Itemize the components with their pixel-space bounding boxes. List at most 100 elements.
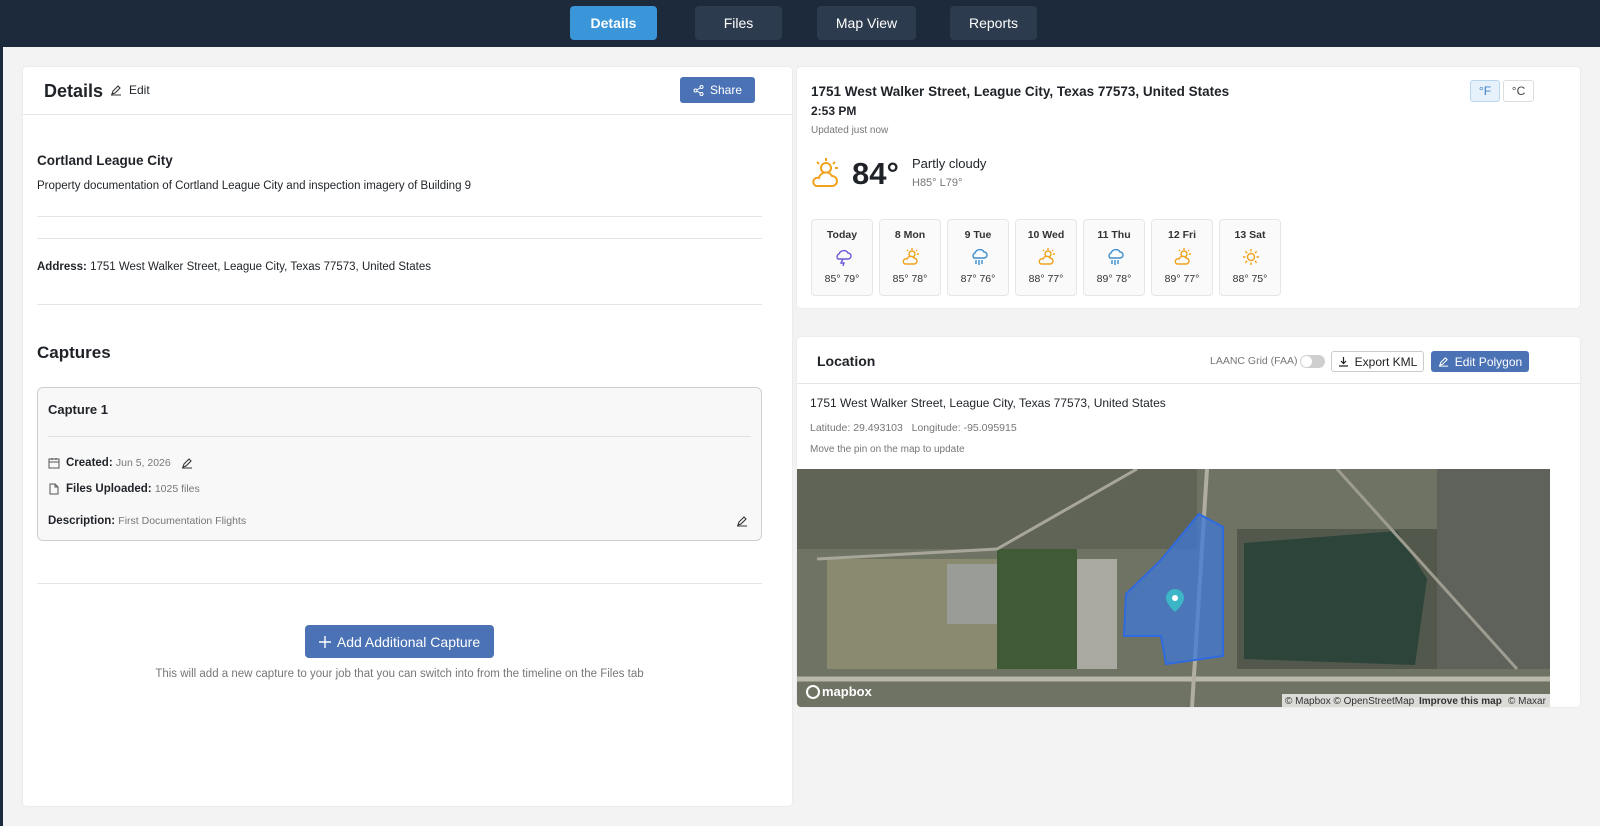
files-count: 1025 files <box>154 483 200 495</box>
share-label: Share <box>709 83 743 97</box>
address-label: Address: <box>37 261 87 273</box>
share-button[interactable]: Share <box>680 77 755 103</box>
divider <box>797 383 1580 384</box>
forecast-temps: 88° 75° <box>1232 273 1268 285</box>
coordinates: Latitude: 29.493103 Longitude: -95.09591… <box>810 422 1017 434</box>
description-label: Description: <box>48 515 116 527</box>
satellite-map[interactable]: mapbox © Mapbox © OpenStreetMap Improve … <box>797 469 1550 707</box>
export-kml-label: Export KML <box>1354 354 1418 369</box>
left-edge <box>0 0 3 826</box>
created-label: Created: <box>66 457 113 469</box>
current-temperature: 84° <box>852 156 899 191</box>
location-panel: Location LAANC Grid (FAA) Export KML Edi… <box>797 337 1580 707</box>
edit-icon <box>1438 357 1448 367</box>
files-label: Files Uploaded: <box>66 483 152 495</box>
edit-link[interactable]: Edit <box>129 83 150 97</box>
edit-date-icon[interactable] <box>181 457 193 469</box>
divider <box>48 436 751 437</box>
maxar-attribution: © Maxar <box>1508 696 1547 707</box>
partly-cloudy-icon <box>1174 248 1191 265</box>
forecast-day: 9 Tue 87° 76° <box>947 219 1009 296</box>
divider <box>37 583 762 584</box>
forecast-day: 11 Thu 89° 78° <box>1083 219 1145 296</box>
toggle-knob <box>1301 356 1312 367</box>
forecast-day: 13 Sat 88° 75° <box>1219 219 1281 296</box>
share-icon <box>693 84 704 96</box>
description-row: Description: First Documentation Flights <box>48 515 246 527</box>
capture-title: Capture 1 <box>48 402 108 417</box>
captures-title: Captures <box>37 343 111 362</box>
sun-icon <box>1243 249 1259 265</box>
forecast-day-label: 10 Wed <box>1027 229 1065 241</box>
unit-c[interactable]: °C <box>1503 80 1534 102</box>
export-kml-button[interactable]: Export KML <box>1331 351 1424 372</box>
address-row: Address: 1751 West Walker Street, League… <box>37 261 431 273</box>
location-title: Location <box>817 353 876 369</box>
download-icon <box>1338 357 1348 367</box>
divider <box>37 238 762 239</box>
forecast-day: Today 85° 79° <box>811 219 873 296</box>
weather-icon <box>812 158 838 187</box>
partly-cloudy-icon <box>902 248 919 265</box>
storm-icon <box>836 249 852 266</box>
files-row: Files Uploaded: 1025 files <box>66 483 200 495</box>
edit-polygon-label: Edit Polygon <box>1454 354 1523 369</box>
laanc-label: LAANC Grid (FAA) <box>1210 355 1298 367</box>
forecast-temps: 87° 76° <box>960 273 996 285</box>
add-capture-label: Add Additional Capture <box>336 633 481 650</box>
details-title: Details <box>44 81 104 101</box>
tab-details[interactable]: Details <box>570 6 657 40</box>
edit-polygon-button[interactable]: Edit Polygon <box>1431 351 1529 372</box>
plus-icon <box>318 635 331 648</box>
project-name: Cortland League City <box>37 153 173 168</box>
tab-reports[interactable]: Reports <box>950 6 1037 40</box>
top-nav: Details Files Map View Reports <box>0 0 1600 47</box>
rain-icon <box>1108 248 1124 265</box>
capture-description: First Documentation Flights <box>118 515 247 527</box>
partly-cloudy-icon <box>1038 248 1055 265</box>
edit-description-icon[interactable] <box>736 515 748 527</box>
weather-address: 1751 West Walker Street, League City, Te… <box>811 84 1230 99</box>
forecast-temps: 85° 79° <box>824 273 860 285</box>
weather-updated: Updated just now <box>811 125 889 136</box>
created-date: Jun 5, 2026 <box>115 457 171 469</box>
weather-time: 2:53 PM <box>811 104 857 118</box>
unit-f[interactable]: °F <box>1470 80 1500 102</box>
details-panel: Details Edit Share Cortland League City … <box>23 67 792 806</box>
forecast-temps: 89° 77° <box>1164 273 1200 285</box>
add-capture-hint: This will add a new capture to your job … <box>155 668 644 680</box>
forecast-day: 10 Wed 88° 77° <box>1015 219 1077 296</box>
divider <box>37 216 762 217</box>
file-icon <box>49 483 59 495</box>
forecast-day-label: 12 Fri <box>1167 229 1196 241</box>
longitude: Longitude: -95.095915 <box>911 422 1017 434</box>
forecast-day-label: 13 Sat <box>1234 229 1266 241</box>
map-brand: mapbox <box>822 684 873 699</box>
forecast-day-label: Today <box>826 229 858 241</box>
add-capture-button[interactable]: Add Additional Capture <box>305 625 494 658</box>
latitude: Latitude: 29.493103 <box>810 422 903 434</box>
edit-icon <box>111 85 121 96</box>
improve-map-link[interactable]: Improve this map <box>1419 696 1502 707</box>
capture-card: Capture 1 Created: Jun 5, 2026 Files Upl… <box>37 387 762 541</box>
divider <box>37 304 762 305</box>
laanc-toggle[interactable] <box>1300 355 1325 368</box>
weather-high-low: H85° L79° <box>912 177 963 189</box>
rain-icon <box>972 248 988 265</box>
divider <box>23 114 792 115</box>
created-row: Created: Jun 5, 2026 <box>66 457 171 469</box>
weather-condition: Partly cloudy <box>912 156 987 171</box>
calendar-icon <box>48 458 60 469</box>
project-description: Property documentation of Cortland Leagu… <box>37 180 472 192</box>
tab-files[interactable]: Files <box>695 6 782 40</box>
pin-hint: Move the pin on the map to update <box>810 444 965 455</box>
forecast-temps: 85° 78° <box>892 273 928 285</box>
forecast-day-label: 9 Tue <box>964 229 992 241</box>
location-address: 1751 West Walker Street, League City, Te… <box>810 396 1166 410</box>
forecast-temps: 88° 77° <box>1028 273 1064 285</box>
tab-map-view[interactable]: Map View <box>817 6 916 40</box>
address: 1751 West Walker Street, League City, Te… <box>90 261 431 273</box>
forecast-day: 12 Fri 89° 77° <box>1151 219 1213 296</box>
